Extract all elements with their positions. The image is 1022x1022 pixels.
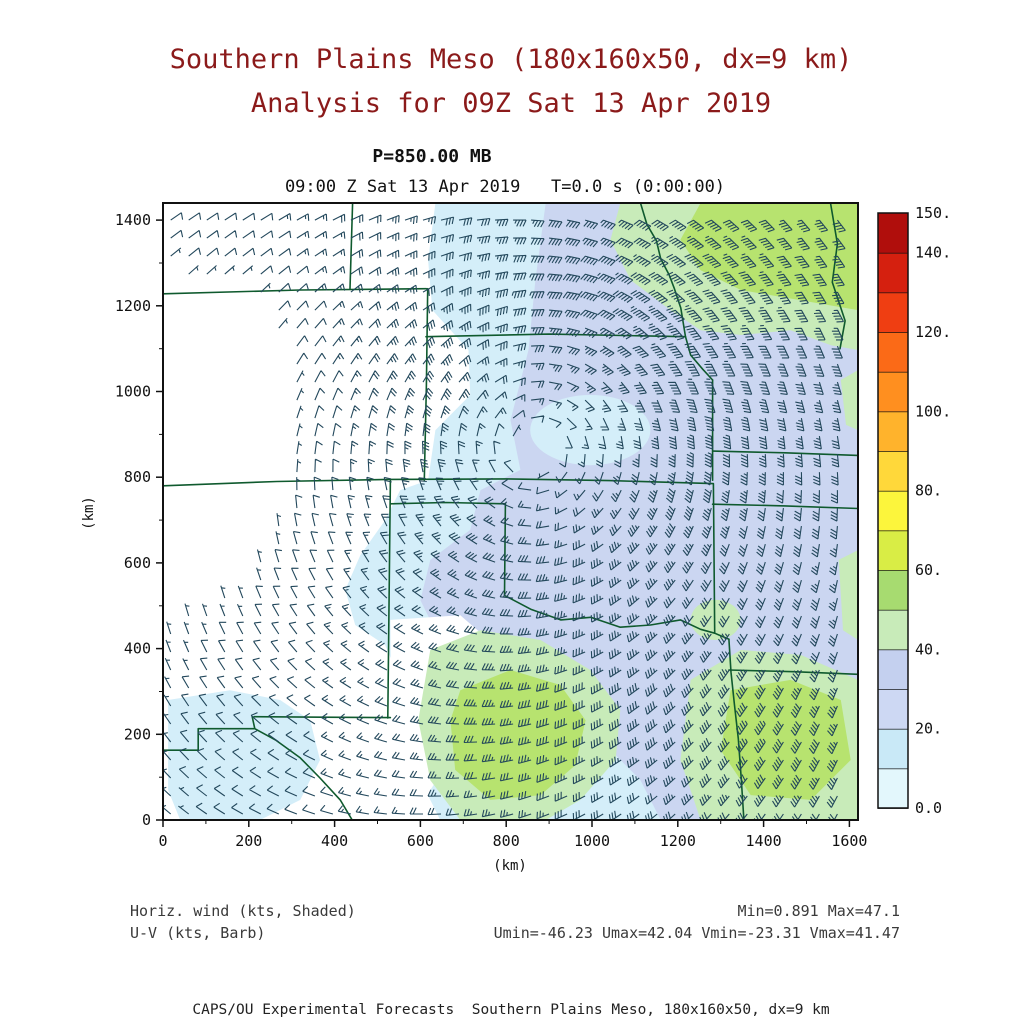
x-tick-label: 1600 [831, 832, 867, 850]
border-lat-37n-co-nm-ks-ok [163, 478, 714, 487]
border-new-mexico-texas [386, 478, 392, 719]
colorbar-segment [877, 609, 909, 651]
colorbar-segment [877, 212, 909, 254]
x-tick-label: 200 [235, 832, 262, 850]
y-tick-label: 600 [124, 554, 151, 572]
border-oklahoma-panhandle-south [389, 501, 507, 505]
border-upper-river-northeast [829, 203, 846, 350]
plot-frame: 0 200 400 600 800 1000 1200 1400 1600 0 200 400 600 8… [115, 202, 867, 850]
shade-region [720, 679, 851, 800]
page-title-line1: Southern Plains Meso (180x160x50, dx=9 k… [169, 44, 853, 75]
colorbar-segment [877, 728, 909, 770]
colorbar-segment [877, 688, 909, 730]
colorbar-label: 60. [915, 561, 942, 579]
colorbar-label: 40. [915, 640, 942, 658]
border-missouri-arkansas [711, 503, 858, 510]
wind-barbs [163, 212, 846, 820]
colorbar-label: 0.0 [915, 799, 942, 817]
x-tick-label: 800 [493, 832, 520, 850]
colorbar-segment [877, 648, 909, 690]
x-tick-label: 1000 [574, 832, 610, 850]
border-missouri-iowa [711, 450, 858, 457]
x-tick-label: 1400 [746, 832, 782, 850]
border-colorado-kansas [423, 287, 429, 482]
border-red-river [504, 595, 730, 641]
colorbar-segment [877, 569, 909, 611]
valid-time-label: 09:00 Z Sat 13 Apr 2019 T=0.0 s (0:00:00… [284, 177, 726, 197]
x-tick-label: 1200 [660, 832, 696, 850]
colorbar-segment [877, 291, 909, 333]
border-texas-oklahoma-100w [503, 502, 507, 597]
colorbar-label: 150. [915, 204, 951, 222]
border-colorado-wyoming [163, 287, 428, 295]
y-tick-label: 1400 [115, 211, 151, 229]
shaded-field-caption: Horiz. wind (kts, Shaded) [130, 902, 356, 920]
x-axis-label: (km) [493, 858, 527, 874]
uv-minmax-caption: Umin=-46.23 Umax=42.04 Vmin=-23.31 Vmax=… [493, 924, 900, 942]
colorbar-label: 80. [915, 482, 942, 500]
colorbar-label: 20. [915, 720, 942, 738]
y-tick-label: 200 [124, 725, 151, 743]
colorbar-segment [877, 529, 909, 571]
shade-region [840, 370, 858, 431]
colorbar-segment [877, 371, 909, 413]
footer-credit: CAPS/OU Experimental Forecasts Southern … [192, 1002, 830, 1018]
border-oklahoma-arkansas [712, 482, 716, 635]
colorbar-label: 100. [915, 402, 951, 420]
colorbar-label: 140. [915, 244, 951, 262]
wind-speed-shading [168, 203, 858, 820]
colorbar-segment [877, 767, 909, 809]
colorbar-segment [877, 410, 909, 452]
y-tick-label: 1000 [115, 383, 151, 401]
y-tick-label: 0 [142, 811, 151, 829]
y-axis-label: (km) [80, 496, 97, 530]
border-rio-grande [251, 715, 354, 820]
pressure-level-label: P=850.00 MB [372, 146, 492, 167]
colorbar-segment [877, 450, 909, 492]
colorbar-segment [877, 490, 909, 532]
border-wyoming-nebraska [349, 203, 354, 290]
y-tick-label: 800 [124, 468, 151, 486]
colorbar-segment [877, 252, 909, 294]
y-tick-label: 1200 [115, 297, 151, 315]
colorbar: 150. 140. 120. 100. 80. 60. 40. 20. 0.0 [877, 204, 951, 817]
colorbar-segment [877, 331, 909, 373]
x-tick-label: 600 [407, 832, 434, 850]
shade-region [838, 550, 858, 640]
barb-field-caption: U-V (kts, Barb) [130, 924, 266, 942]
x-tick-label: 0 [158, 832, 167, 850]
border-missouri-river [639, 203, 714, 381]
colorbar-label: 120. [915, 323, 951, 341]
page-title-line2: Analysis for 09Z Sat 13 Apr 2019 [250, 88, 772, 119]
shade-region [680, 203, 858, 311]
field-minmax-caption: Min=0.891 Max=47.1 [737, 902, 900, 920]
x-tick-label: 400 [321, 832, 348, 850]
border-kansas-nebraska [425, 333, 687, 338]
y-tick-label: 400 [124, 640, 151, 658]
